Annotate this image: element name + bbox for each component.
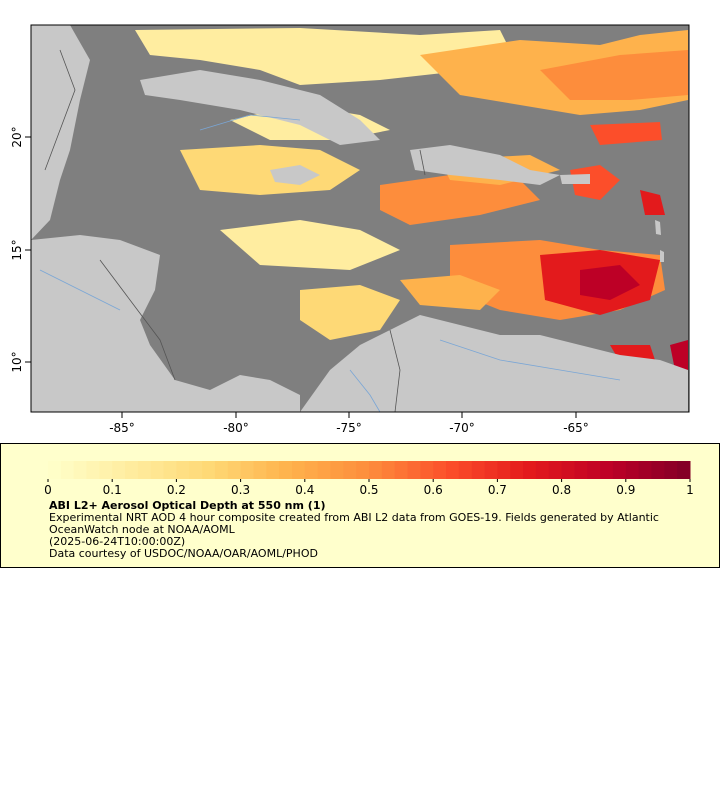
colorbar-step xyxy=(48,461,62,479)
legend-title: ABI L2+ Aerosol Optical Depth at 550 nm … xyxy=(49,499,326,512)
lon-tick-label: -85° xyxy=(109,421,135,435)
colorbar-step xyxy=(356,461,370,479)
colorbar-step xyxy=(651,461,665,479)
colorbar-tick-label: 0.7 xyxy=(488,483,507,497)
colorbar-tick-label: 0 xyxy=(44,483,52,497)
colorbar-step xyxy=(638,461,652,479)
lon-tick-label: -70° xyxy=(449,421,475,435)
map-panel: -85° -80° -75° -70° -65° 20° 15° 10° xyxy=(10,24,690,435)
colorbar-step xyxy=(291,461,306,479)
colorbar-step xyxy=(523,461,537,479)
colorbar-step xyxy=(86,461,100,479)
colorbar-step xyxy=(664,461,678,479)
legend-date: (2025-06-24T10:00:00Z) xyxy=(49,535,186,548)
colorbar-step xyxy=(330,461,344,479)
longitude-ticks xyxy=(121,412,577,418)
lat-tick-label: 20° xyxy=(10,126,24,147)
colorbar-step xyxy=(497,461,511,479)
colorbar-step xyxy=(163,461,177,479)
colorbar-step xyxy=(202,461,216,479)
colorbar-step xyxy=(343,461,357,479)
colorbar-step xyxy=(381,461,396,479)
colorbar-step xyxy=(600,461,614,479)
colorbar-step xyxy=(214,461,229,479)
legend-panel: 0 0.1 0.2 0.3 0.4 0.5 0.6 0.7 0.8 0.9 1 ABI L2+ Ae… xyxy=(0,443,720,568)
colorbar-step xyxy=(317,461,331,479)
lat-tick-label: 10° xyxy=(10,351,24,372)
colorbar-step xyxy=(176,461,190,479)
colorbar-tick-label: 0.1 xyxy=(103,483,122,497)
colorbar-step xyxy=(189,461,203,479)
lon-tick-label: -75° xyxy=(336,421,362,435)
colorbar-tick-label: 0.4 xyxy=(295,483,314,497)
colorbar-step xyxy=(112,461,126,479)
colorbar-step xyxy=(561,461,575,479)
colorbar-step xyxy=(446,461,460,479)
colorbar-step xyxy=(407,461,421,479)
map-canvas: -85° -80° -75° -70° -65° 20° 15° 10° xyxy=(10,24,690,435)
land-masses xyxy=(31,25,688,412)
colorbar-step xyxy=(73,461,88,479)
colorbar-step xyxy=(548,461,563,479)
colorbar-step xyxy=(433,461,447,479)
lat-tick-label: 15° xyxy=(10,239,24,260)
colorbar-step xyxy=(612,461,627,479)
colorbar-tick-label: 0.2 xyxy=(167,483,186,497)
colorbar: 0 0.1 0.2 0.3 0.4 0.5 0.6 0.7 0.8 0.9 1 xyxy=(44,461,694,497)
colorbar-step xyxy=(625,461,640,479)
colorbar-steps xyxy=(48,461,691,479)
colorbar-step xyxy=(394,461,409,479)
colorbar-step xyxy=(150,461,165,479)
colorbar-step xyxy=(510,461,524,479)
legend-text: ABI L2+ Aerosol Optical Depth at 550 nm … xyxy=(49,500,699,560)
colorbar-step xyxy=(587,461,601,479)
colorbar-step xyxy=(535,461,550,479)
colorbar-tick-label: 0.8 xyxy=(552,483,571,497)
colorbar-step xyxy=(266,461,280,479)
colorbar-step xyxy=(458,461,473,479)
colorbar-step xyxy=(279,461,293,479)
lon-tick-label: -80° xyxy=(223,421,249,435)
colorbar-ticks: 0 0.1 0.2 0.3 0.4 0.5 0.6 0.7 0.8 0.9 1 xyxy=(44,479,694,497)
lon-tick-label: -65° xyxy=(563,421,589,435)
colorbar-step xyxy=(369,461,383,479)
colorbar-step xyxy=(137,461,152,479)
colorbar-tick-label: 0.9 xyxy=(616,483,635,497)
colorbar-step xyxy=(240,461,254,479)
colorbar-step xyxy=(304,461,319,479)
map-border xyxy=(30,24,690,413)
colorbar-step xyxy=(253,461,267,479)
colorbar-step xyxy=(99,461,113,479)
latitude-ticks xyxy=(25,136,31,363)
colorbar-step xyxy=(125,461,139,479)
colorbar-step xyxy=(677,461,691,479)
colorbar-step xyxy=(471,461,486,479)
colorbar-step xyxy=(227,461,242,479)
colorbar-step xyxy=(60,461,75,479)
colorbar-tick-label: 0.3 xyxy=(231,483,250,497)
colorbar-tick-label: 0.6 xyxy=(424,483,443,497)
colorbar-step xyxy=(484,461,498,479)
legend-credit: Data courtesy of USDOC/NOAA/OAR/AOML/PHO… xyxy=(49,547,318,560)
colorbar-step xyxy=(574,461,588,479)
colorbar-step xyxy=(420,461,434,479)
colorbar-tick-label: 1 xyxy=(686,483,694,497)
colorbar-tick-label: 0.5 xyxy=(359,483,378,497)
legend-description: Experimental NRT AOD 4 hour composite cr… xyxy=(49,511,659,536)
rivers-and-borders xyxy=(39,49,621,413)
